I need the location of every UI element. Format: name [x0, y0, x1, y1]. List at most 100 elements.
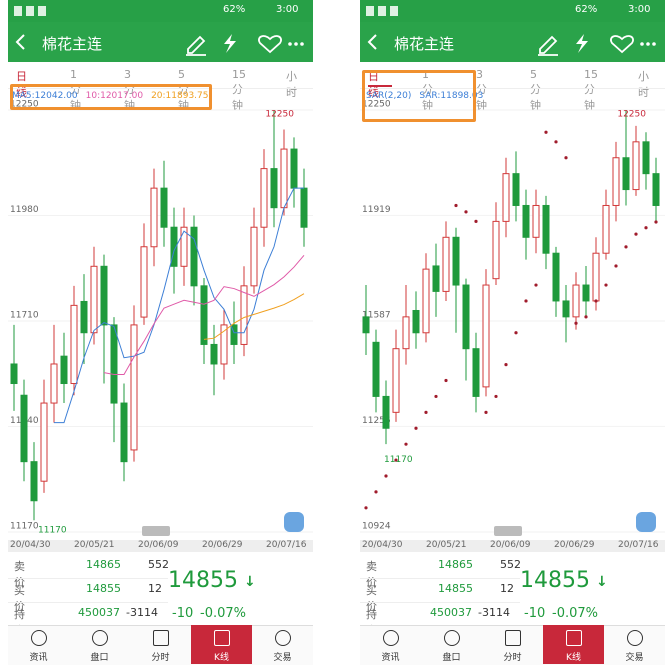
candle-body [532, 204, 540, 238]
quote-price: 14865 [438, 558, 473, 571]
period-tab[interactable]: 日线 [16, 70, 27, 99]
price-change-pct: -0.07% [200, 606, 246, 621]
last-price: 14855 [520, 568, 590, 593]
quote-divider [360, 602, 520, 603]
date-label: 20/05/21 [426, 540, 467, 550]
period-tab[interactable]: 5分钟 [530, 68, 541, 112]
nav-item[interactable]: 资讯 [381, 653, 400, 663]
min-label: 11170 [384, 455, 413, 465]
min-label: 11170 [38, 526, 67, 536]
nav-item[interactable]: 资讯 [29, 653, 48, 663]
candle-body [472, 348, 480, 397]
time: 3:00 [628, 4, 651, 15]
quote-volume: 552 [148, 558, 169, 571]
more-icon [652, 42, 656, 46]
nav-item[interactable]: 分时 [503, 653, 522, 663]
quote-volume: 552 [500, 558, 521, 571]
y-tick-label: 11919 [362, 205, 391, 215]
highlight-box [10, 84, 212, 110]
back-icon [15, 34, 25, 50]
nav-item[interactable]: 分时 [151, 653, 170, 663]
candle-body [462, 284, 470, 350]
candle-body [652, 173, 660, 206]
sar-dot [544, 130, 548, 134]
price-change-pct: -0.07% [552, 606, 598, 621]
more-icon [294, 42, 298, 46]
sar-dot [574, 321, 578, 325]
candle-body [592, 252, 600, 302]
y-tick-label: 11587 [362, 311, 391, 321]
period-tab[interactable]: 1分钟 [70, 68, 81, 112]
quote-label: 买价 [366, 584, 377, 613]
period-tab[interactable]: 小时 [638, 70, 649, 99]
nav-item[interactable]: 盘口 [90, 653, 109, 663]
status-bar: 62% 3:00 [8, 0, 313, 22]
period-tab[interactable]: 15分钟 [584, 68, 598, 112]
last-price: 14855 [168, 568, 238, 593]
period-tab[interactable]: 日线 [368, 70, 379, 99]
fav-icon [610, 35, 634, 54]
quote-label: 卖价 [14, 560, 25, 589]
period-tab[interactable]: 1分钟 [422, 68, 433, 112]
y-tick-label: 11170 [10, 522, 39, 532]
y-tick-label: 11980 [10, 205, 39, 215]
sar-dot [614, 264, 618, 268]
nav-item[interactable]: K线 [566, 653, 581, 663]
nav-item[interactable]: 交易 [273, 653, 292, 663]
kline-chart: 12250119801171011440111701225011170 [8, 100, 313, 536]
period-tab[interactable]: 3分钟 [124, 68, 135, 112]
date-row [360, 540, 665, 552]
candle-body [280, 148, 288, 209]
indicator-label: SAR(2,20) [366, 91, 412, 101]
candle-body [502, 173, 510, 222]
highlight-box [362, 70, 476, 122]
max-label: 12250 [617, 110, 646, 120]
status-bar: 62% 3:00 [360, 0, 665, 22]
ma-line [203, 293, 305, 340]
candle-body [170, 226, 178, 267]
candle-body [200, 285, 208, 345]
ma-line [54, 187, 304, 424]
down-arrow: ↓ [596, 574, 608, 590]
date-label: 20/06/09 [490, 540, 531, 550]
quote-divider [360, 578, 520, 579]
date-row [8, 540, 313, 552]
tab-underline [368, 85, 392, 87]
sar-dot [644, 226, 648, 230]
nav-active-bg [543, 625, 604, 664]
period-tab[interactable]: 5分钟 [178, 68, 189, 112]
quote-label: 买价 [14, 584, 25, 613]
header-icons [367, 34, 656, 56]
date-label: 20/06/29 [202, 540, 243, 550]
y-tick-label: 10924 [362, 522, 391, 532]
sar-dot [454, 203, 458, 208]
quote-volume: -3114 [478, 606, 510, 619]
nav-item[interactable]: 盘口 [442, 653, 461, 663]
indicator-row: SAR(2,20) SAR:11898.03 [366, 91, 491, 101]
quote-volume: -3114 [126, 606, 158, 619]
period-tab[interactable]: 小时 [286, 70, 297, 99]
nav-icon [214, 630, 230, 646]
nav-item[interactable]: K线 [214, 653, 229, 663]
kline-chart: 12250 11919 11587 11256 10924 12250 11170 [360, 100, 665, 536]
quote-divider [8, 578, 168, 579]
candle-body [632, 141, 640, 191]
nav-icon [275, 630, 291, 646]
candle-body [220, 324, 228, 365]
page-title: 棉花主连 [42, 35, 103, 53]
candle-body [612, 157, 620, 206]
candle-body [432, 265, 440, 292]
candle-body [10, 363, 18, 385]
candle-body [552, 252, 560, 302]
nav-item[interactable]: 交易 [625, 653, 644, 663]
sar-dot [594, 299, 598, 303]
period-tab[interactable]: 15分钟 [232, 68, 246, 112]
period-tab[interactable]: 3分钟 [476, 68, 487, 112]
candle-body [482, 284, 490, 388]
candle-body [582, 284, 590, 302]
edit-icon [538, 35, 558, 56]
date-label: 20/06/29 [554, 540, 595, 550]
sar-dot [484, 410, 488, 414]
more-icon [640, 42, 644, 46]
